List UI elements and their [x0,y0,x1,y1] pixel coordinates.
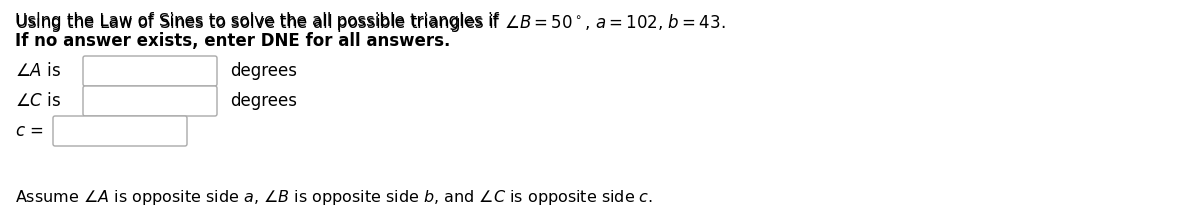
Text: $\angle A$ is: $\angle A$ is [14,62,61,80]
Text: $\angle C$ is: $\angle C$ is [14,92,61,110]
Text: Using the Law of Sines to solve the all possible triangles if $\angle B = 50^\ci: Using the Law of Sines to solve the all … [14,12,726,34]
Text: $c$ =: $c$ = [14,122,43,140]
Text: If no answer exists, enter DNE for all answers.: If no answer exists, enter DNE for all a… [14,32,450,50]
Text: Assume $\angle A$ is opposite side $a$, $\angle B$ is opposite side $b$, and $\a: Assume $\angle A$ is opposite side $a$, … [14,188,653,207]
Text: degrees: degrees [230,62,298,80]
FancyBboxPatch shape [53,116,187,146]
FancyBboxPatch shape [83,56,217,86]
Text: Using the Law of Sines to solve the all possible triangles if: Using the Law of Sines to solve the all … [14,12,504,30]
Text: degrees: degrees [230,92,298,110]
FancyBboxPatch shape [83,86,217,116]
